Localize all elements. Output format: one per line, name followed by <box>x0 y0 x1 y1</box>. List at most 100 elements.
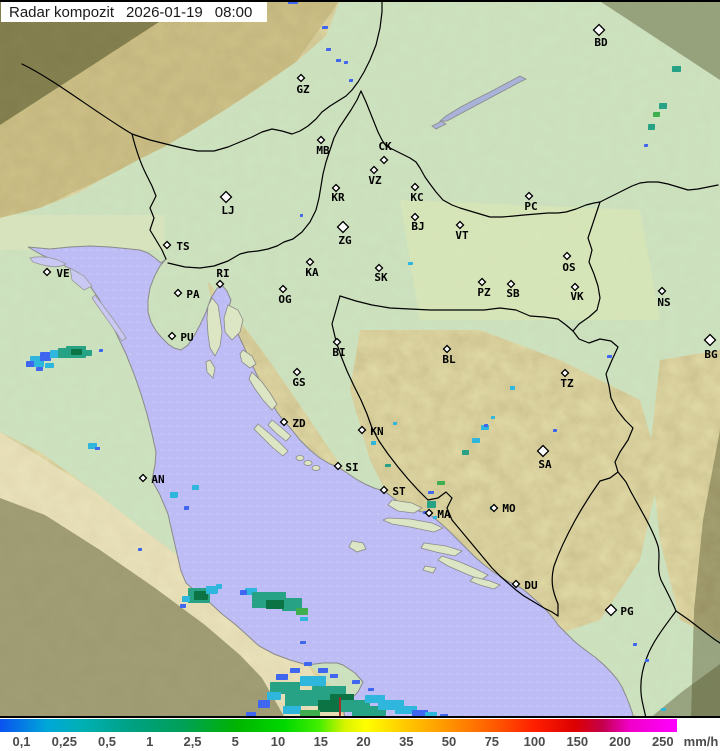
city-KC: KC <box>410 182 424 204</box>
radar-echo <box>300 641 306 644</box>
city-label: PU <box>180 331 194 344</box>
radar-echo <box>88 443 97 449</box>
radar-echo <box>491 416 495 419</box>
map-top-border <box>0 0 720 2</box>
city-GZ: GZ <box>296 73 310 96</box>
city-marker-icon <box>570 282 580 292</box>
city-TZ: TZ <box>560 368 574 390</box>
title-bar: Radar kompozit 2026-01-19 08:00 <box>1 2 267 22</box>
legend-tick: 15 <box>313 734 329 749</box>
city-label: PC <box>524 200 537 213</box>
radar-echo <box>318 668 328 673</box>
city-label: TS <box>176 240 189 253</box>
radar-echo <box>395 706 417 714</box>
radar-echo <box>240 590 247 595</box>
radar-echo <box>258 700 270 708</box>
radar-echo <box>71 349 82 355</box>
city-marker-icon <box>379 485 389 495</box>
radar-echo <box>300 214 303 217</box>
radar-echo <box>276 674 288 680</box>
city-marker-icon <box>511 579 521 589</box>
city-label: TZ <box>560 377 574 390</box>
city-label: PG <box>620 605 634 618</box>
city-RI: RI <box>215 267 230 289</box>
radar-echo <box>393 422 397 425</box>
city-VZ: VZ <box>368 165 382 187</box>
radar-echo <box>510 386 515 390</box>
city-marker-icon <box>524 191 534 201</box>
radar-echo <box>672 66 681 72</box>
legend-tick: 0,25 <box>51 734 77 749</box>
city-KN: KN <box>357 425 384 438</box>
radar-echo <box>26 361 34 367</box>
city-marker-icon <box>357 425 367 435</box>
city-marker-icon <box>455 220 465 230</box>
city-TS: TS <box>162 240 190 253</box>
city-label: KC <box>410 191 423 204</box>
city-label: PA <box>186 288 200 301</box>
city-label: LJ <box>221 204 234 217</box>
city-KR: KR <box>331 183 345 204</box>
city-marker-icon <box>442 344 452 354</box>
legend-tick: 250 <box>651 734 674 749</box>
radar-echo <box>425 712 437 717</box>
city-MB: MB <box>316 135 330 157</box>
radar-echo <box>385 464 391 467</box>
radar-echo <box>339 697 341 716</box>
city-marker-icon <box>138 473 148 483</box>
radar-echo <box>45 363 54 368</box>
radar-echo <box>296 608 308 615</box>
radar-echo <box>192 485 199 490</box>
radar-echo <box>283 706 301 714</box>
legend-tick: 2,5 <box>183 734 202 749</box>
radar-echo <box>246 712 256 717</box>
radar-echo <box>648 124 655 130</box>
observation-date: 2026-01-19 <box>126 3 203 21</box>
city-label: SI <box>345 461 358 474</box>
radar-echo <box>368 688 374 691</box>
city-label: GZ <box>296 83 310 96</box>
city-PU: PU <box>167 331 194 344</box>
city-marker-icon <box>316 135 326 145</box>
map-bottom-border <box>0 716 720 718</box>
city-label: SA <box>538 458 552 471</box>
legend-tick: 50 <box>441 734 457 749</box>
radar-echo <box>36 367 43 371</box>
city-OS: OS <box>562 251 576 274</box>
country-borders <box>21 0 720 718</box>
city-label: MO <box>502 502 516 515</box>
city-label: GS <box>292 376 305 389</box>
city-marker-icon <box>215 279 225 289</box>
observation-time: 08:00 <box>214 3 253 21</box>
app-title: Radar kompozit <box>9 3 115 21</box>
radar-echo <box>194 591 208 600</box>
legend-tick: 0,5 <box>97 734 117 749</box>
city-label: AN <box>151 473 164 486</box>
city-marker-icon <box>560 368 570 378</box>
city-PA: PA <box>173 288 200 301</box>
city-label: SK <box>374 271 388 284</box>
adriatic-sea <box>27 245 634 718</box>
radar-echo <box>408 262 413 265</box>
city-label: DU <box>524 579 538 592</box>
city-marker-icon <box>562 251 572 261</box>
city-label: VT <box>455 229 469 242</box>
city-label: BJ <box>411 220 424 233</box>
city-label: BD <box>594 36 608 49</box>
city-marker-icon <box>162 240 172 250</box>
radar-map: GZ BD MB CK VZ KR KC PC LJ ZG BJ VT TS VE OS RI KA SK PA PZ… <box>0 0 720 718</box>
radar-echo <box>322 26 328 29</box>
city-marker-icon <box>167 331 177 341</box>
city-PZ: PZ <box>477 277 491 299</box>
city-marker-icon <box>592 23 606 37</box>
city-marker-icon <box>410 182 420 192</box>
radar-echo <box>484 424 488 427</box>
city-label: ST <box>392 485 406 498</box>
radar-echo <box>216 584 222 589</box>
city-ZG: ZG <box>336 220 352 247</box>
city-marker-icon <box>410 212 420 222</box>
radar-echo <box>330 674 338 678</box>
city-marker-icon <box>703 333 717 347</box>
radar-echo <box>633 643 637 646</box>
